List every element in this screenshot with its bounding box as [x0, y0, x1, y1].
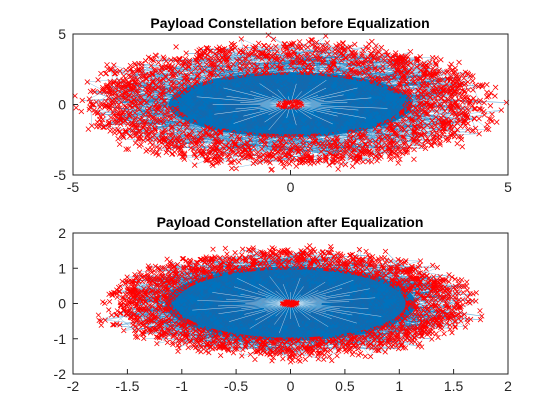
trace-spoke	[290, 301, 350, 304]
trace-spoke	[290, 104, 367, 119]
trace-spoke	[197, 300, 291, 304]
trace-spoke	[290, 303, 357, 324]
trace-spoke	[290, 277, 301, 304]
bottom-x-tick-label: 2	[504, 378, 512, 394]
trace-spoke	[192, 303, 291, 311]
top-plot-data-points	[72, 32, 510, 173]
trace-spoke	[217, 303, 291, 307]
trace-spoke	[290, 288, 343, 304]
trace-spoke	[290, 294, 351, 304]
trace-spoke	[290, 104, 338, 117]
trace-spoke	[290, 97, 372, 105]
trace-spoke	[290, 303, 340, 309]
bottom-y-tick-label: -1	[54, 331, 67, 347]
bottom-y-tick-label: -2	[54, 366, 67, 382]
top-y-tick-label: -5	[54, 167, 67, 183]
trace-spoke	[269, 276, 291, 304]
trace-spoke	[290, 104, 388, 109]
bottom-plot-area	[95, 243, 485, 365]
bottom-x-tick-label: -1.5	[115, 378, 139, 394]
trace-spoke	[290, 297, 376, 304]
top-y-tick-label: 5	[58, 26, 66, 42]
bottom-x-tick-label: 0	[287, 378, 295, 394]
bottom-plot-data-points	[95, 243, 485, 365]
bottom-y-tick-label: 0	[58, 296, 66, 312]
bottom-x-tick-label: -0.5	[224, 378, 248, 394]
bottom-y-tick-label: 1	[58, 260, 66, 276]
top-x-tick-label: 0	[287, 179, 295, 195]
trace-spoke	[290, 303, 353, 316]
trace-spoke	[290, 303, 382, 317]
bottom-x-tick-label: 1	[395, 378, 403, 394]
bottom-x-tick-label: 1.5	[444, 378, 464, 394]
trace-spoke	[249, 303, 291, 329]
trace-spoke	[212, 292, 291, 304]
bottom-y-ticks: -2 -1 0 1 2	[54, 225, 78, 382]
trace-spoke	[290, 279, 354, 304]
bottom-subplot: Payload Constellation after Equalization…	[54, 214, 513, 394]
trace-spoke	[290, 288, 370, 304]
trace-spoke	[218, 303, 291, 314]
center-cluster-markers	[275, 98, 305, 111]
bottom-x-tick-label: -1	[176, 378, 189, 394]
constellation-x-markers	[72, 32, 510, 173]
trace-spoke	[226, 298, 291, 304]
trace-spoke	[290, 303, 369, 309]
bottom-y-tick-label: 2	[58, 225, 66, 241]
top-x-tick-label: 5	[504, 179, 512, 195]
trace-spoke	[229, 303, 291, 322]
top-y-ticks: -5 0 5	[54, 26, 78, 183]
bottom-plot-title: Payload Constellation after Equalization	[157, 214, 424, 230]
top-plot-title: Payload Constellation before Equalizatio…	[150, 15, 429, 31]
trace-spoke	[290, 282, 326, 304]
trace-spoke	[290, 104, 359, 111]
trace-spoke	[196, 96, 291, 105]
trace-spoke	[223, 87, 291, 105]
trace-spoke	[233, 286, 291, 304]
top-x-ticks: -5 0 5	[67, 170, 512, 195]
top-plot-area	[72, 32, 510, 173]
bottom-x-tick-label: -2	[67, 378, 80, 394]
bottom-x-ticks: -2 -1.5 -1 -0.5 0 0.5 1 1.5 2	[67, 369, 512, 394]
top-y-tick-label: 0	[58, 97, 66, 113]
trace-spoke	[240, 102, 291, 105]
trace-spoke	[290, 303, 300, 328]
trace-spoke	[236, 278, 291, 304]
bottom-x-tick-label: 0.5	[335, 378, 355, 394]
trace-spoke	[279, 303, 291, 334]
trace-spoke	[290, 303, 332, 319]
center-cluster-markers	[280, 299, 300, 308]
trace-spoke	[290, 303, 329, 327]
top-x-tick-label: -5	[67, 179, 80, 195]
top-subplot: Payload Constellation before Equalizatio…	[54, 15, 513, 195]
